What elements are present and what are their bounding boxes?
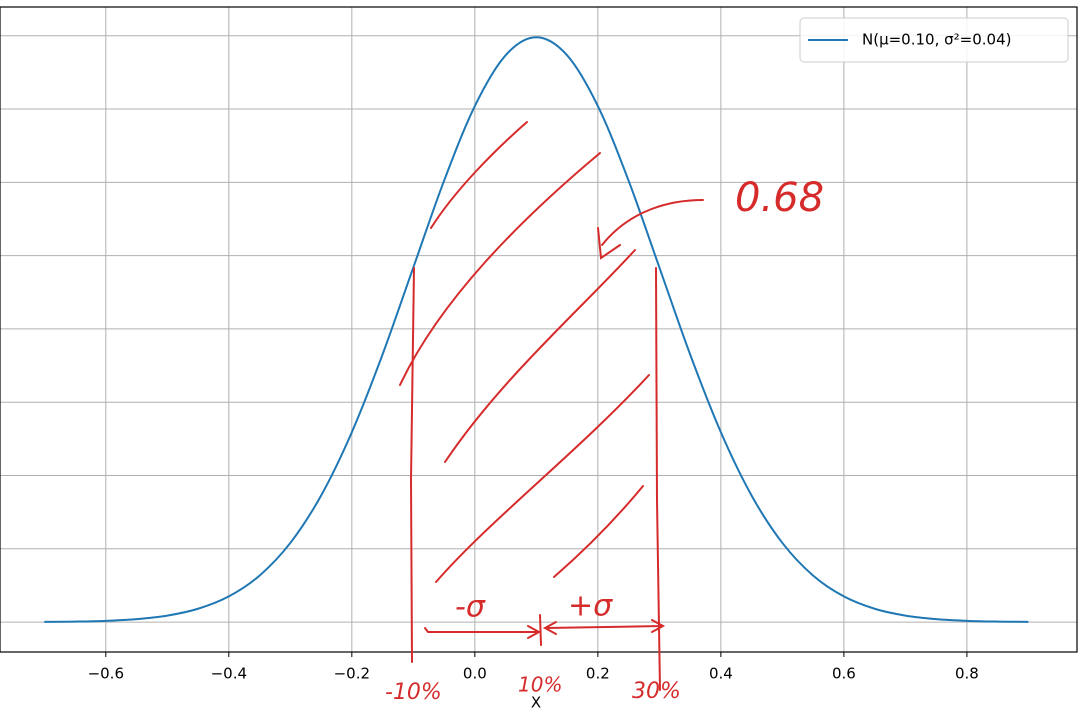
x-tick-label: −0.6 [88,665,124,683]
x-tick-label: −0.2 [334,665,370,683]
red-arrow [542,619,666,635]
annotation: -σ [455,590,486,625]
plot [44,36,1029,623]
x-tick-label: 0.8 [955,665,979,683]
red-hatch [553,485,644,578]
curve [44,36,1029,623]
red-hatch [435,374,650,583]
red-arrow [597,199,704,260]
red-arrow [424,625,542,639]
legend-label: N(μ=0.10, σ²=0.04) [862,31,1011,49]
annotation: 0.68 [735,175,824,221]
x-tick-label: 0.6 [832,665,856,683]
hand-drawings [399,121,704,691]
x-tick-label: −0.4 [211,665,247,683]
red-hatch [430,121,528,229]
x-tick-label: 0.0 [463,665,487,683]
grid [0,7,1077,652]
annotation: 10% [518,673,562,697]
red-line [539,614,542,646]
annotation: 30% [632,679,681,704]
annotation: +σ [568,589,613,624]
axes-frame [0,6,1078,653]
x-tick-label: 0.4 [709,665,733,683]
red-line [409,267,415,663]
legend: N(μ=0.10, σ²=0.04) [799,17,1069,63]
red-hatch [399,152,601,386]
x-tick-label: 0.2 [586,665,610,683]
red-hatch [444,249,636,463]
legend-box [799,17,1069,63]
annotation: -10% [385,680,442,705]
x-axis-label: X [531,694,541,712]
